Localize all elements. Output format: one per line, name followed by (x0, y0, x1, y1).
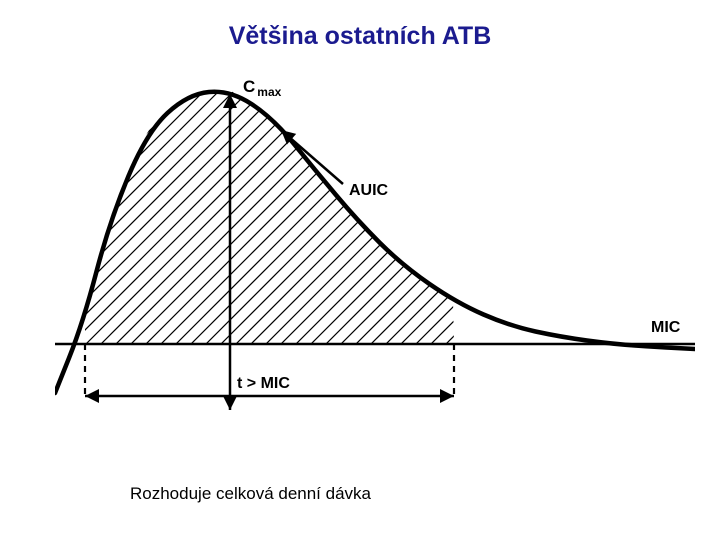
pk-curve-chart: CmaxAUICMICt > MIC (55, 70, 695, 450)
label-tmic: t > MIC (237, 375, 290, 392)
label-mic: MIC (651, 319, 681, 336)
page: Většina ostatních ATB CmaxAUICMICt > MIC… (0, 0, 720, 540)
caption-text: Rozhoduje celková denní dávka (130, 484, 371, 504)
page-title: Většina ostatních ATB (0, 22, 720, 51)
label-auic: AUIC (349, 182, 389, 199)
chart-area: CmaxAUICMICt > MIC (55, 70, 695, 450)
